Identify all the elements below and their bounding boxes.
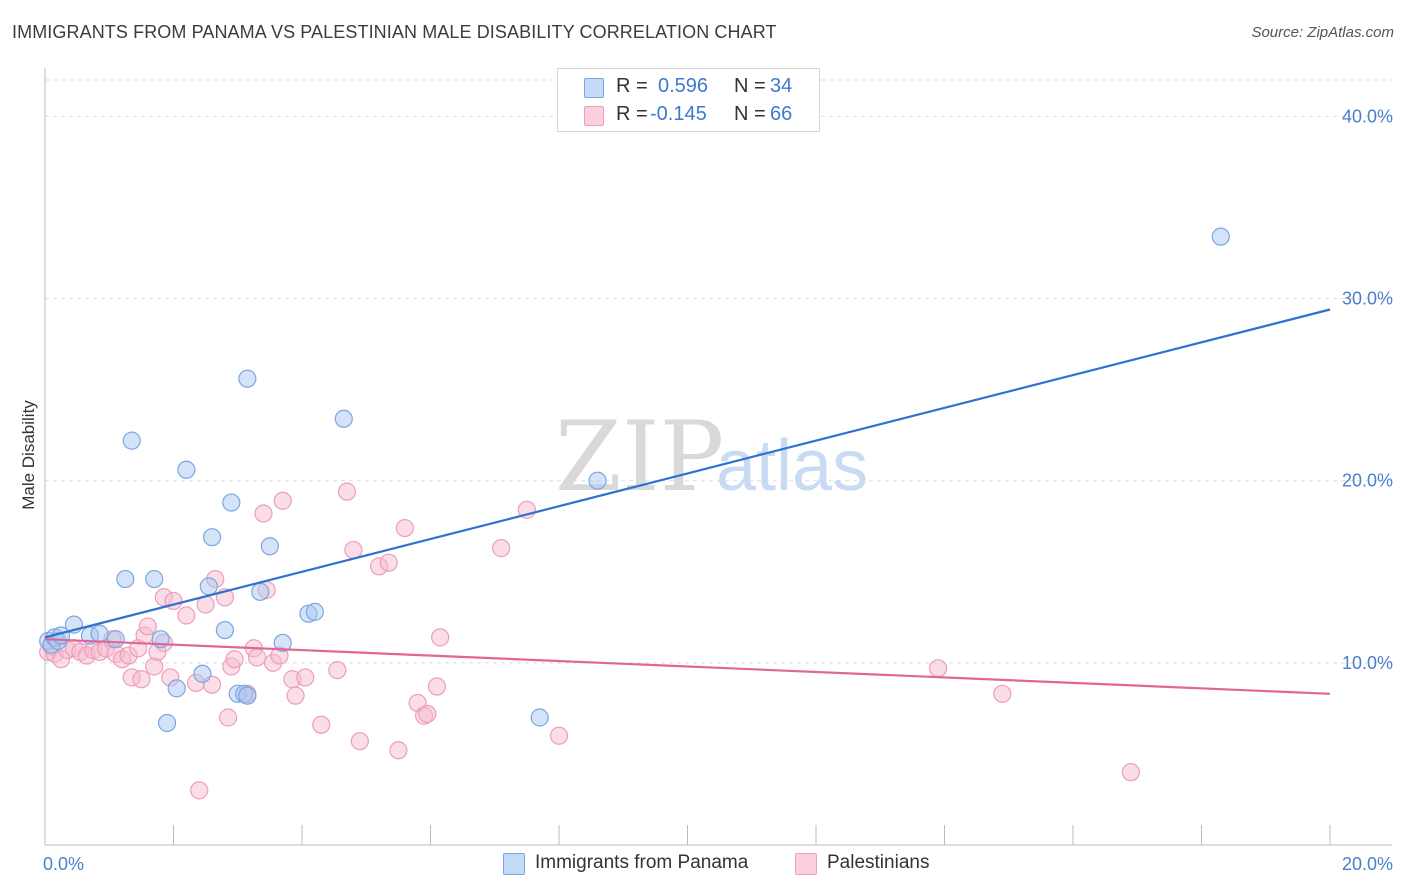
- n-label: N =: [734, 103, 766, 125]
- panama-point: [530, 708, 549, 727]
- stats-legend-row-panama: R = 0.596 N = 34: [558, 72, 819, 102]
- palestinians-point: [247, 648, 267, 667]
- panama-point: [251, 582, 270, 601]
- palestinians-point: [296, 668, 315, 687]
- palestinians-point: [993, 684, 1012, 703]
- y-axis-label: Male Disability: [19, 400, 38, 510]
- panama-point: [90, 624, 109, 643]
- palestinians-trend-line: [44, 638, 1331, 695]
- palestinians-point: [254, 504, 273, 523]
- palestinians-point: [492, 539, 511, 558]
- y-tick-labels: 10.0% 20.0% 30.0% 40.0%: [1342, 106, 1393, 672]
- legend-label: Immigrants from Panama: [535, 852, 749, 873]
- palestinians-point: [132, 670, 151, 689]
- panama-point: [215, 620, 234, 640]
- palestinians-point: [1121, 763, 1140, 782]
- panama-points: [39, 227, 1230, 733]
- palestinians-point: [350, 732, 369, 751]
- panama-swatch: [584, 78, 604, 98]
- r-value: -0.145: [650, 103, 707, 125]
- palestinians-point: [328, 661, 347, 680]
- axes: [44, 68, 1392, 846]
- n-value: 34: [770, 75, 793, 97]
- panama-point: [145, 569, 164, 589]
- palestinians-point: [418, 704, 437, 723]
- palestinians-point: [337, 482, 357, 501]
- palestinians-legend-swatch: [795, 853, 817, 875]
- legend-label: Palestinians: [827, 852, 930, 873]
- palestinians-point: [273, 491, 292, 510]
- x-tick-label: 20.0%: [1342, 854, 1393, 874]
- y-tick-label: 30.0%: [1342, 289, 1393, 309]
- palestinians-point: [431, 628, 450, 647]
- y-tick-label: 40.0%: [1342, 106, 1393, 126]
- watermark: ZIP atlas: [555, 401, 868, 513]
- palestinians-point: [225, 650, 244, 669]
- palestinians-point: [219, 708, 238, 727]
- panama-point: [305, 602, 324, 621]
- palestinians-point: [395, 518, 414, 538]
- watermark-zip: ZIP: [555, 401, 724, 513]
- n-value: 66: [770, 103, 793, 125]
- palestinians-point: [312, 715, 331, 734]
- x-tick-label: 0.0%: [43, 854, 84, 874]
- panama-legend-swatch: [503, 853, 525, 875]
- palestinians-points: [39, 482, 1140, 800]
- watermark-atlas: atlas: [716, 426, 868, 506]
- palestinians-point: [389, 741, 408, 760]
- r-value: 0.596: [658, 75, 709, 97]
- source-label: Source: ZipAtlas.com: [1251, 24, 1394, 41]
- panama-point: [116, 569, 135, 589]
- y-tick-label: 10.0%: [1342, 653, 1393, 673]
- stats-legend: R = 0.596 N = 34 R = -0.145 N = 66: [557, 68, 820, 132]
- n-label: N =: [734, 75, 766, 97]
- palestinians-point: [928, 659, 948, 678]
- palestinians-point: [549, 726, 569, 745]
- trend-lines: [44, 308, 1331, 695]
- panama-point: [222, 493, 241, 512]
- panama-point: [334, 409, 353, 428]
- palestinians-point: [344, 540, 363, 560]
- panama-point: [177, 460, 196, 479]
- panama-point: [260, 537, 279, 556]
- palestinians-point: [177, 606, 196, 625]
- panama-point: [273, 633, 292, 652]
- palestinians-swatch: [584, 106, 604, 126]
- chart-title: IMMIGRANTS FROM PANAMA VS PALESTINIAN MA…: [12, 22, 777, 42]
- panama-point: [238, 369, 257, 388]
- panama-point: [202, 528, 222, 547]
- r-label: R =: [616, 103, 648, 125]
- x-tick-labels: 0.0% 20.0%: [43, 854, 1393, 874]
- r-label: R =: [616, 75, 648, 97]
- palestinians-point: [190, 781, 209, 800]
- y-tick-label: 20.0%: [1342, 471, 1393, 491]
- palestinians-point: [427, 677, 447, 696]
- panama-point: [167, 679, 186, 698]
- panama-point: [199, 577, 218, 596]
- panama-point: [588, 471, 607, 490]
- palestinians-point: [138, 617, 157, 636]
- palestinians-point: [286, 686, 305, 705]
- palestinians-point: [379, 553, 398, 572]
- stats-legend-row-palestinians: R = -0.145 N = 66: [558, 100, 819, 130]
- panama-trend-line: [44, 308, 1331, 639]
- panama-point: [106, 630, 125, 649]
- panama-point: [157, 713, 177, 733]
- panama-point: [122, 431, 141, 450]
- panama-point: [238, 686, 257, 705]
- panama-point: [193, 664, 212, 683]
- panama-point: [1211, 227, 1230, 246]
